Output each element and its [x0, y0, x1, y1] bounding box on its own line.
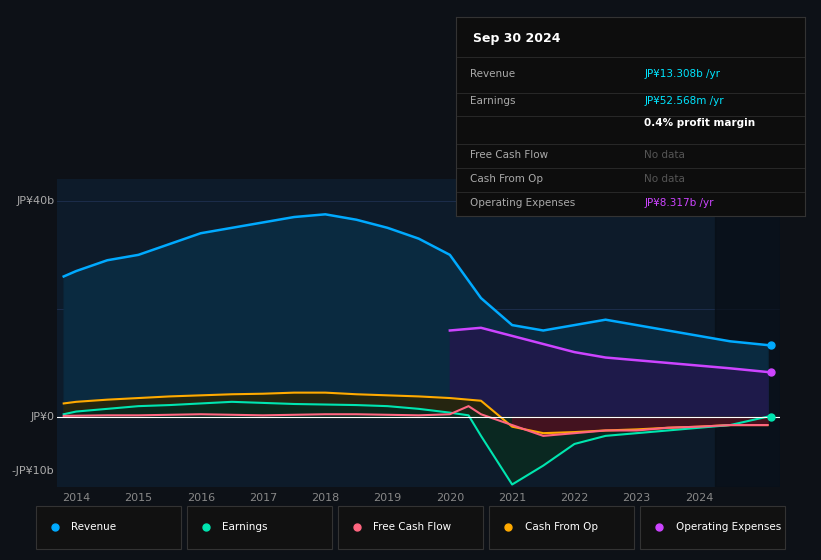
- Text: JP¥8.317b /yr: JP¥8.317b /yr: [644, 198, 713, 208]
- Text: JP¥0: JP¥0: [30, 412, 54, 422]
- Bar: [338, 506, 483, 549]
- Text: Operating Expenses: Operating Expenses: [676, 522, 781, 532]
- Text: No data: No data: [644, 150, 685, 160]
- Text: JP¥40b: JP¥40b: [16, 196, 54, 206]
- Text: Cash From Op: Cash From Op: [470, 174, 543, 184]
- Text: 0.4% profit margin: 0.4% profit margin: [644, 118, 755, 128]
- Text: JP¥13.308b /yr: JP¥13.308b /yr: [644, 69, 720, 80]
- Text: Free Cash Flow: Free Cash Flow: [374, 522, 452, 532]
- Text: -JP¥10b: -JP¥10b: [11, 466, 54, 476]
- Text: Earnings: Earnings: [470, 96, 515, 106]
- Text: Revenue: Revenue: [470, 69, 515, 80]
- Bar: [36, 506, 181, 549]
- Text: Revenue: Revenue: [71, 522, 117, 532]
- Text: JP¥52.568m /yr: JP¥52.568m /yr: [644, 96, 723, 106]
- Text: Sep 30 2024: Sep 30 2024: [473, 32, 561, 45]
- Bar: [489, 506, 634, 549]
- Text: Earnings: Earnings: [222, 522, 268, 532]
- Text: Cash From Op: Cash From Op: [525, 522, 598, 532]
- Text: No data: No data: [644, 174, 685, 184]
- Bar: [714, 179, 780, 487]
- Bar: [187, 506, 332, 549]
- Bar: [640, 506, 785, 549]
- Text: Free Cash Flow: Free Cash Flow: [470, 150, 548, 160]
- Text: Operating Expenses: Operating Expenses: [470, 198, 575, 208]
